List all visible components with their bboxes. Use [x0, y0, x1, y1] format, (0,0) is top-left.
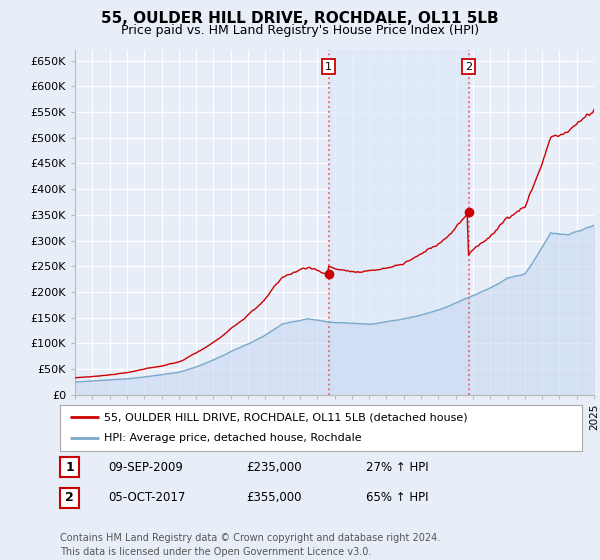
- Text: 55, OULDER HILL DRIVE, ROCHDALE, OL11 5LB: 55, OULDER HILL DRIVE, ROCHDALE, OL11 5L…: [101, 11, 499, 26]
- Text: Price paid vs. HM Land Registry's House Price Index (HPI): Price paid vs. HM Land Registry's House …: [121, 24, 479, 37]
- Text: HPI: Average price, detached house, Rochdale: HPI: Average price, detached house, Roch…: [104, 433, 362, 444]
- Text: £355,000: £355,000: [246, 491, 302, 505]
- Text: Contains HM Land Registry data © Crown copyright and database right 2024.
This d: Contains HM Land Registry data © Crown c…: [60, 533, 440, 557]
- Text: 65% ↑ HPI: 65% ↑ HPI: [366, 491, 428, 505]
- Text: 2: 2: [465, 62, 472, 72]
- Text: 1: 1: [325, 62, 332, 72]
- Text: £235,000: £235,000: [246, 460, 302, 474]
- Text: 2: 2: [65, 491, 74, 505]
- Text: 1: 1: [65, 460, 74, 474]
- Text: 05-OCT-2017: 05-OCT-2017: [108, 491, 185, 505]
- Text: 55, OULDER HILL DRIVE, ROCHDALE, OL11 5LB (detached house): 55, OULDER HILL DRIVE, ROCHDALE, OL11 5L…: [104, 412, 468, 422]
- Bar: [329, 50, 469, 395]
- Text: 27% ↑ HPI: 27% ↑ HPI: [366, 460, 428, 474]
- Text: 09-SEP-2009: 09-SEP-2009: [108, 460, 183, 474]
